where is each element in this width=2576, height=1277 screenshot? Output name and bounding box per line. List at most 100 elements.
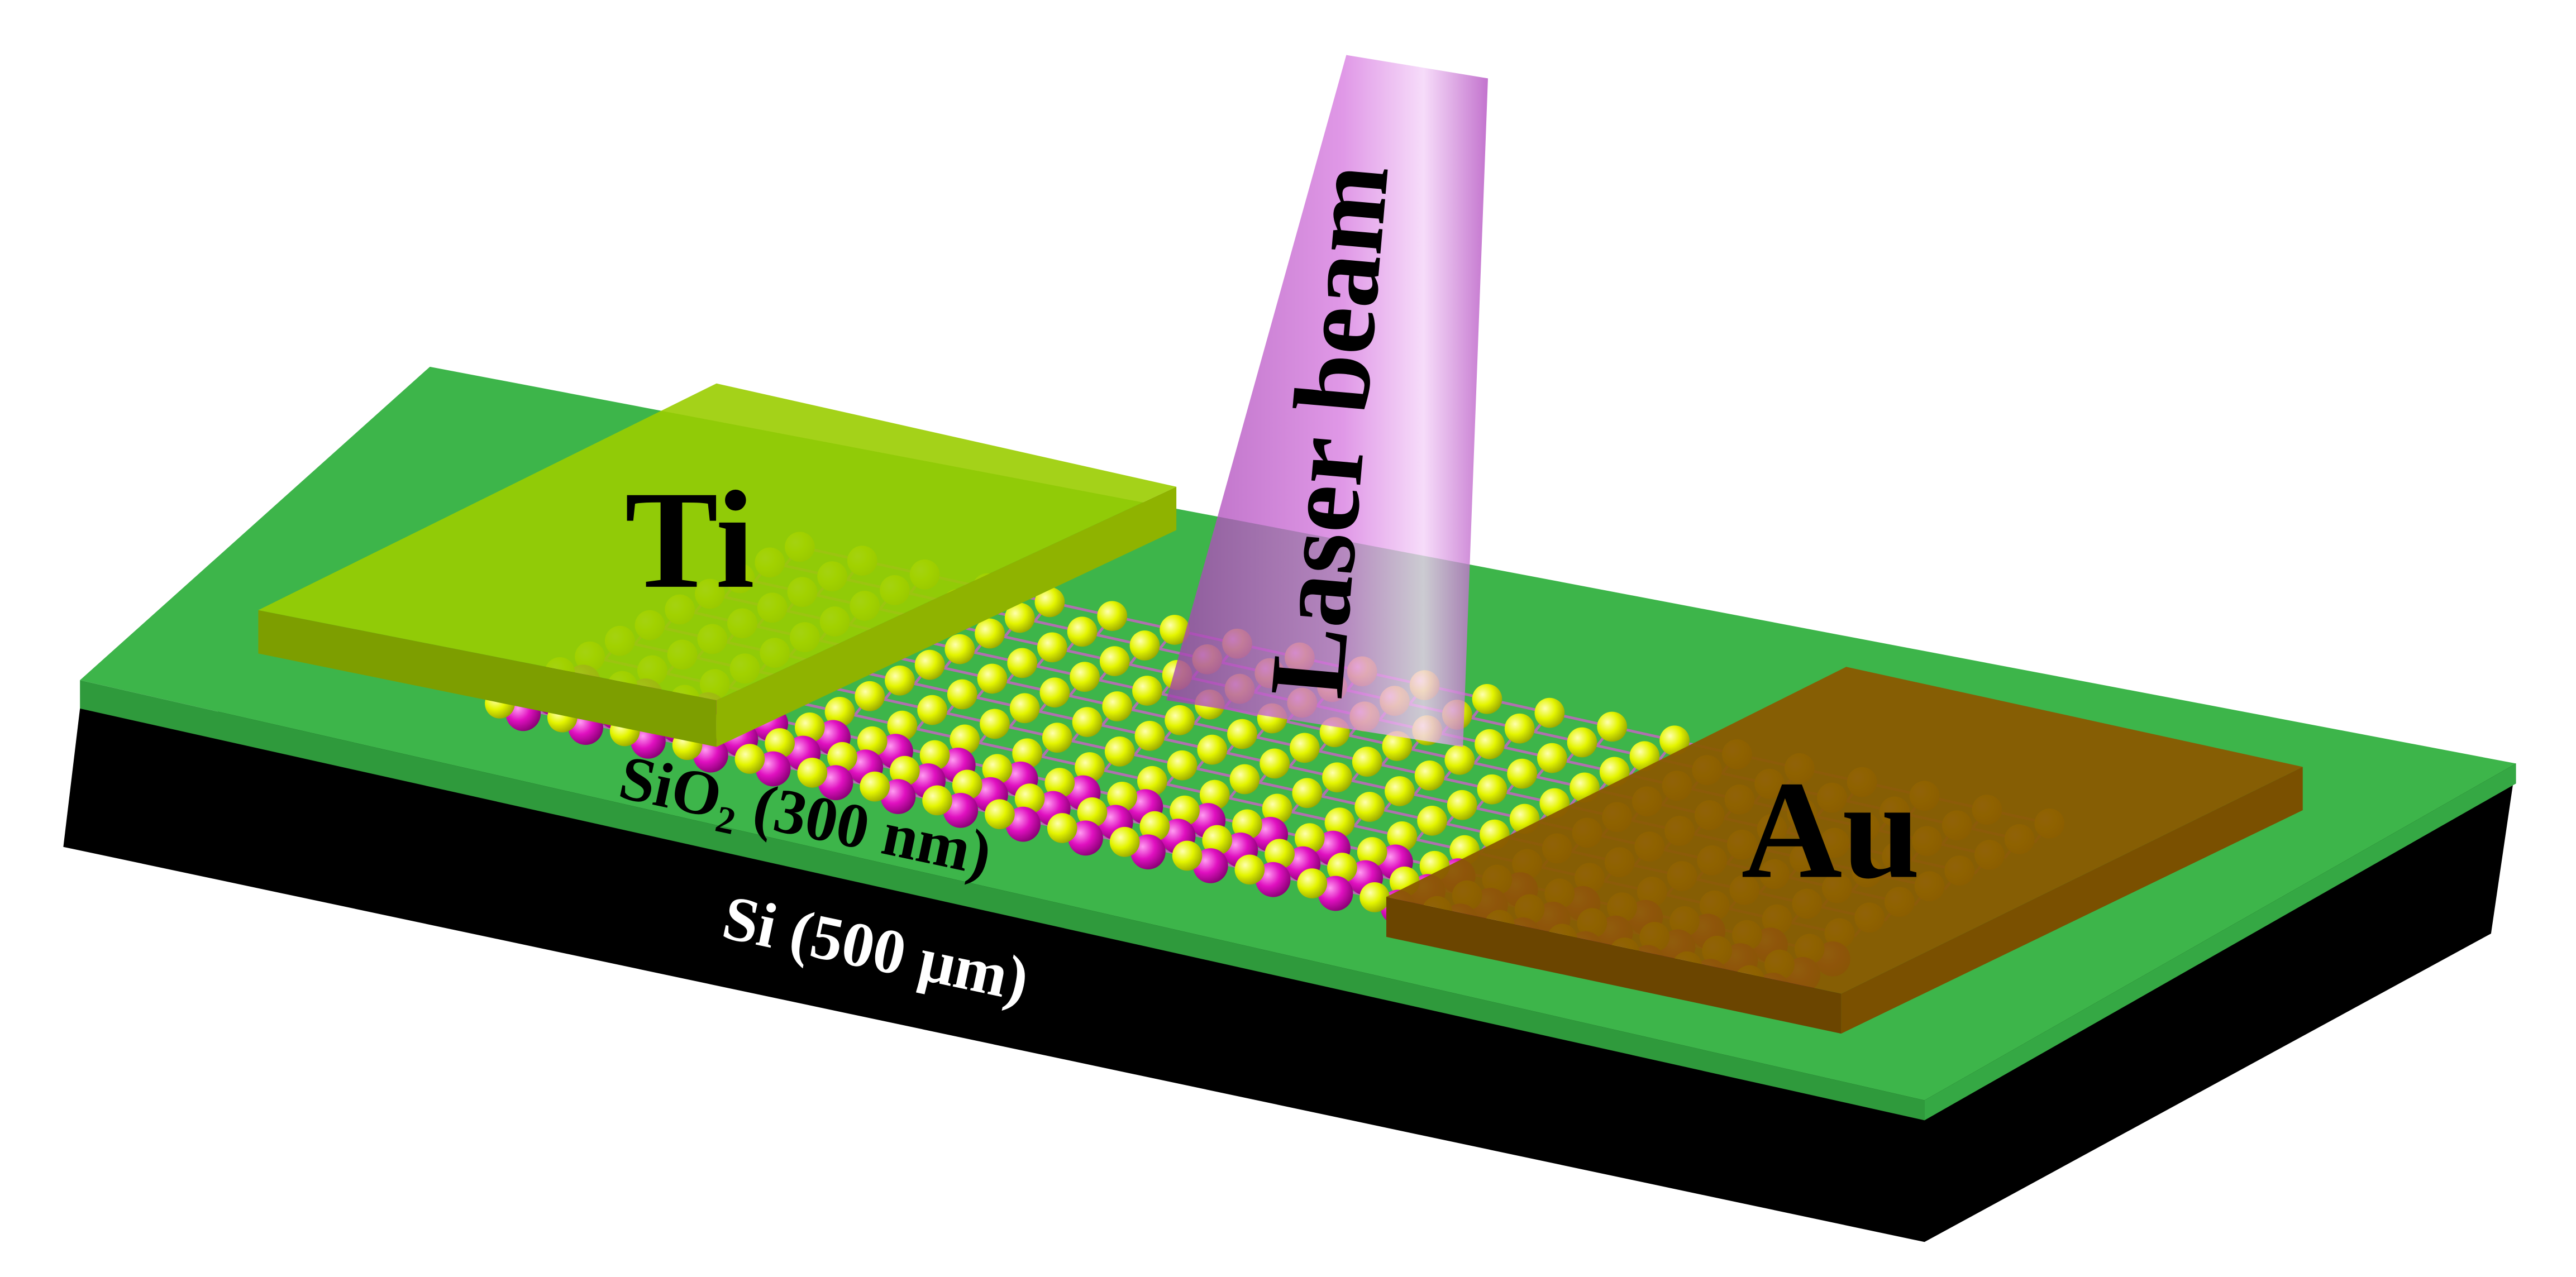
chalcogen-atom — [1199, 779, 1230, 810]
au-label: Au — [1741, 753, 1920, 907]
chalcogen-atom — [1129, 630, 1160, 661]
chalcogen-atom — [1294, 823, 1325, 854]
chalcogen-atom — [982, 754, 1013, 785]
chalcogen-atom — [1097, 601, 1128, 632]
chalcogen-atom — [1475, 729, 1505, 759]
chalcogen-atom — [1134, 720, 1165, 751]
chalcogen-atom — [1104, 736, 1135, 767]
chalcogen-atom — [860, 771, 890, 802]
chalcogen-atom — [1327, 853, 1357, 883]
chalcogen-atom — [1352, 747, 1382, 777]
chalcogen-atom — [1507, 758, 1537, 789]
chalcogen-atom — [1504, 713, 1535, 744]
chalcogen-atom — [1232, 809, 1262, 840]
chalcogen-atom — [1202, 825, 1233, 855]
chalcogen-atom — [1165, 705, 1195, 735]
chalcogen-atom — [1385, 776, 1415, 806]
chalcogen-atom — [980, 709, 1010, 739]
chalcogen-atom — [1297, 868, 1328, 898]
chalcogen-atom — [1139, 811, 1170, 841]
chalcogen-atom — [1477, 774, 1508, 805]
chalcogen-atom — [1359, 882, 1390, 912]
laser-beam — [1166, 55, 1488, 747]
chalcogen-atom — [977, 663, 1008, 694]
chalcogen-atom — [1447, 790, 1477, 820]
chalcogen-atom — [1160, 615, 1190, 645]
chalcogen-atom — [857, 726, 888, 757]
chalcogen-atom — [1417, 805, 1447, 836]
chalcogen-atom — [1109, 826, 1140, 857]
chalcogen-atom — [734, 744, 765, 774]
chalcogen-atom — [950, 724, 980, 755]
chalcogen-atom — [1070, 662, 1100, 692]
chalcogen-atom — [1037, 632, 1067, 663]
chalcogen-atom — [1009, 693, 1040, 724]
chalcogen-atom — [1102, 691, 1133, 721]
au-electrode — [1386, 667, 2303, 1034]
chalcogen-atom — [1292, 778, 1323, 809]
chalcogen-atom — [1227, 719, 1257, 749]
chalcogen-atom — [944, 634, 975, 664]
chalcogen-atom — [1012, 738, 1042, 769]
chalcogen-atom — [1229, 764, 1260, 795]
chalcogen-atom — [1042, 723, 1072, 753]
chalcogen-atom — [917, 695, 947, 725]
chalcogen-atom — [1072, 707, 1103, 737]
chalcogen-atom — [890, 755, 920, 786]
chalcogen-atom — [914, 649, 945, 680]
ti-label: Ti — [625, 463, 755, 618]
chalcogen-atom — [947, 679, 977, 710]
chalcogen-atom — [1075, 752, 1105, 782]
chalcogen-atom — [1262, 793, 1292, 824]
chalcogen-atom — [1047, 813, 1077, 843]
chalcogen-atom — [1172, 840, 1203, 871]
chalcogen-atom — [1382, 731, 1413, 761]
chalcogen-atom — [952, 769, 982, 800]
chalcogen-atom — [922, 785, 952, 816]
chalcogen-atom — [1357, 837, 1387, 867]
chalcogen-atom — [1534, 697, 1565, 728]
chalcogen-atom — [1322, 762, 1352, 793]
chalcogen-atom — [985, 799, 1015, 830]
chalcogen-atom — [1414, 761, 1445, 791]
chalcogen-atom — [1107, 781, 1138, 812]
chalcogen-atom — [1537, 743, 1567, 773]
chalcogen-atom — [1265, 839, 1295, 869]
chalcogen-atom — [1167, 750, 1198, 781]
chalcogen-atom — [1099, 646, 1130, 676]
chalcogen-atom — [824, 696, 855, 727]
ti-electrode — [258, 383, 1177, 747]
chalcogen-atom — [1137, 766, 1167, 796]
chalcogen-atom — [919, 740, 950, 771]
chalcogen-atom — [1132, 676, 1162, 706]
chalcogen-atom — [855, 681, 885, 711]
chalcogen-atom — [1197, 734, 1228, 765]
chalcogen-atom — [885, 665, 915, 696]
chalcogen-atom — [1170, 795, 1200, 826]
chalcogen-atom — [1007, 648, 1038, 678]
chalcogen-atom — [1067, 616, 1098, 647]
chalcogen-atom — [1659, 725, 1690, 756]
chalcogen-atom — [1234, 854, 1265, 885]
chalcogen-atom — [1629, 741, 1660, 772]
chalcogen-atom — [1260, 748, 1290, 779]
chalcogen-atom — [1567, 727, 1597, 758]
chalcogen-atom — [1044, 768, 1075, 798]
chalcogen-atom — [827, 742, 857, 772]
chalcogen-atom — [797, 757, 828, 788]
chalcogen-atom — [1597, 711, 1628, 742]
chalcogen-atom — [975, 618, 1005, 649]
chalcogen-atom — [1014, 783, 1045, 814]
chalcogen-atom — [1034, 587, 1065, 618]
chalcogen-atom — [1289, 733, 1320, 763]
chalcogen-atom — [1354, 792, 1385, 822]
chalcogen-atom — [1444, 744, 1475, 775]
chalcogen-atom — [1077, 797, 1108, 828]
chalcogen-atom — [1472, 684, 1502, 714]
chalcogen-atom — [1387, 821, 1418, 852]
chalcogen-atom — [1324, 807, 1355, 838]
chalcogen-atom — [765, 728, 795, 758]
chalcogen-atom — [794, 712, 825, 743]
chalcogen-atom — [1004, 602, 1035, 633]
